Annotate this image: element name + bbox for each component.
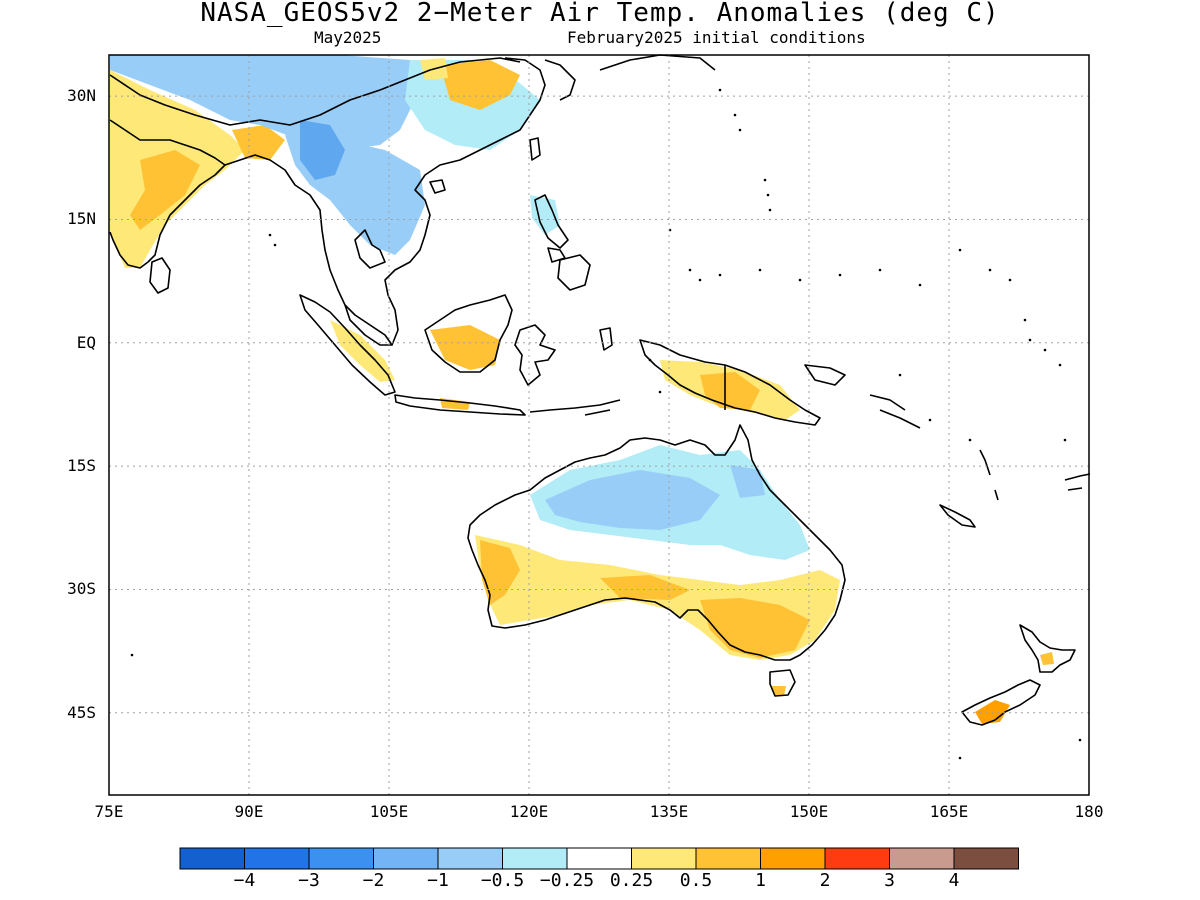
- nz-south-warm: [975, 700, 1010, 724]
- india-warm-core: [130, 150, 200, 230]
- new-guinea: [639, 339, 821, 426]
- colorbar-swatch: [179, 847, 245, 870]
- korea-japan: [544, 54, 716, 101]
- new-zealand-north: [1019, 624, 1076, 673]
- longitude-label: 135E: [649, 802, 689, 821]
- longitude-label: 120E: [509, 802, 549, 821]
- java: [394, 394, 526, 416]
- coastlines: [109, 54, 1091, 726]
- colorbar-tick-label: 2: [819, 870, 831, 891]
- philippines-cool: [530, 195, 560, 235]
- sulawesi: [514, 324, 556, 386]
- nz-north-warm: [1040, 652, 1054, 665]
- bengal-warm: [232, 125, 285, 160]
- initial-conditions-label: February2025 initial conditions: [567, 28, 866, 47]
- bay-of-bengal-coast: [224, 154, 346, 306]
- philippines-luzon: [534, 194, 569, 249]
- colorbar-tick-label: −1: [427, 870, 449, 891]
- colorbar-tick-label: 0.25: [609, 870, 654, 891]
- philippines-mindanao: [557, 254, 591, 291]
- taiwan: [529, 137, 541, 161]
- china-warm-patch: [440, 60, 520, 110]
- colorbar-tick-label: 3: [884, 870, 895, 891]
- gulf-of-thailand: [354, 229, 386, 269]
- colorbar-tick-label: −0.25: [539, 870, 595, 891]
- himalaya-border: [109, 57, 521, 126]
- latitude-label: 30S: [67, 579, 96, 599]
- colorbar-swatch: [760, 847, 826, 870]
- tasmania-warm: [772, 686, 786, 696]
- new-britain: [804, 364, 846, 386]
- latitude-label: 45S: [67, 702, 96, 722]
- chart-title: NASA_GEOS5v2 2−Meter Air Temp. Anomalies…: [200, 0, 1000, 28]
- colorbar-tick-label: −0.5: [480, 870, 525, 891]
- latitude-label: 30N: [67, 86, 96, 106]
- longitude-label: 165E: [929, 802, 969, 821]
- australia-coast: [467, 424, 846, 661]
- indochina-cool-core: [300, 120, 345, 180]
- colorbar-swatch: [889, 847, 955, 870]
- latitude-label: 15S: [67, 456, 96, 476]
- lesser-sunda: [529, 399, 621, 416]
- anomaly-shading: [110, 55, 1054, 724]
- island-dots: [130, 88, 1082, 760]
- australia-central-cool: [545, 470, 720, 530]
- colorbar-swatch: [437, 847, 503, 870]
- map-frame: [108, 54, 1090, 796]
- longitude-label: 105E: [369, 802, 409, 821]
- colorbar-swatch: [373, 847, 439, 870]
- colorbar-tick-label: −2: [362, 870, 385, 891]
- fiji: [1064, 473, 1091, 491]
- longitude-label: 75E: [94, 802, 124, 821]
- tibet-cool-area: [110, 55, 420, 150]
- longitude-label: 150E: [789, 802, 829, 821]
- philippines-visayas: [547, 247, 566, 263]
- longitude-label: 180: [1074, 802, 1104, 821]
- latitude-label: EQ: [76, 332, 96, 352]
- colorbar-tick-label: −3: [298, 870, 320, 891]
- forecast-month: May2025: [314, 28, 382, 47]
- colorbar-swatch: [502, 847, 568, 870]
- borneo: [424, 294, 513, 373]
- colorbar-swatch: [695, 847, 761, 870]
- sri-lanka: [149, 257, 171, 294]
- australia-west-warm: [480, 540, 520, 605]
- halmahera: [599, 327, 613, 351]
- tasmania: [769, 669, 796, 697]
- latitude-label: 15N: [67, 209, 96, 229]
- new-caledonia: [939, 504, 976, 528]
- colorbar-tick-label: −4: [233, 870, 256, 891]
- colorbar-tick-label: 1: [755, 870, 766, 891]
- colorbar-swatch: [824, 847, 890, 870]
- colorbar: [179, 847, 1019, 870]
- australia-south-central-warm: [600, 575, 690, 600]
- cape-york-cool: [730, 465, 765, 498]
- colorbar-swatch: [566, 847, 632, 870]
- sumatra-warm: [330, 320, 395, 382]
- indochina-coast: [384, 57, 546, 346]
- new-zealand-south: [961, 679, 1041, 726]
- hainan: [429, 179, 446, 194]
- india-coast: [109, 119, 226, 269]
- solomon-islands: [869, 394, 921, 429]
- colorbar-swatch: [308, 847, 374, 870]
- colorbar-swatch: [631, 847, 697, 870]
- vanuatu: [979, 449, 999, 501]
- longitude-label: 90E: [234, 802, 264, 821]
- grid-lines: [109, 55, 1089, 795]
- colorbar-tick-label: 4: [948, 870, 960, 891]
- colorbar-swatch: [953, 847, 1019, 870]
- colorbar-swatch: [244, 847, 310, 870]
- sumatra: [299, 294, 396, 396]
- colorbar-tick-label: 0.5: [679, 870, 713, 891]
- borneo-warm: [430, 325, 500, 370]
